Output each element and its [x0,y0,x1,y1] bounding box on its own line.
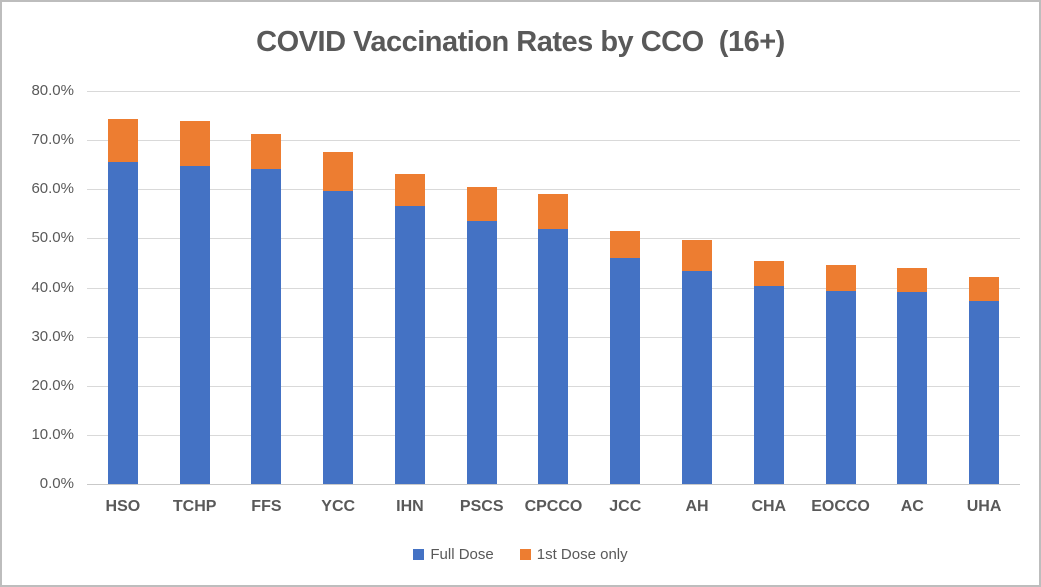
bar-segment-1st-dose-only-jcc [610,230,641,259]
bar-stack-ycc [323,152,354,484]
bar-slot-jcc [589,91,661,484]
bar-stack-hso [107,118,138,484]
x-axis-tick-label-cpcco: CPCCO [524,498,583,515]
bar-slot-ac [876,91,948,484]
bar-segment-1st-dose-only-ac [897,268,928,292]
plot-area [87,91,1020,485]
bar-segment-full-dose-uha [969,301,1000,484]
bar-segment-full-dose-ffs [251,168,282,484]
bar-stack-ac [897,268,928,484]
bar-stack-cha [753,260,784,484]
bar-stack-ihn [394,174,425,484]
legend-label: Full Dose [430,546,494,563]
bars-container [87,91,1020,484]
bar-segment-full-dose-tchp [179,166,210,484]
bar-stack-ffs [251,133,282,484]
bar-segment-full-dose-cha [753,285,784,484]
y-axis-tick-label: 0.0% [39,475,74,492]
legend: Full Dose 1st Dose only [2,546,1039,563]
bar-slot-ah [661,91,733,484]
bar-segment-1st-dose-only-ah [682,240,712,272]
y-axis-tick-label: 70.0% [31,131,74,149]
bar-segment-full-dose-hso [107,161,138,484]
bar-slot-cpcco [518,91,590,484]
bar-slot-hso [87,91,159,484]
y-axis-tick-label: 10.0% [31,425,74,443]
x-axis-tick-label-hso: HSO [105,498,141,515]
bar-slot-ffs [231,91,303,484]
bar-segment-full-dose-ihn [394,205,425,484]
y-axis-tick-label: 40.0% [31,278,74,296]
bar-segment-1st-dose-only-ihn [394,174,425,206]
bar-segment-1st-dose-only-uha [969,276,1000,302]
bar-segment-1st-dose-only-eocco [825,264,856,291]
bar-slot-cha [733,91,805,484]
bar-slot-ihn [374,91,446,484]
bar-segment-full-dose-pscs [466,221,497,484]
bar-segment-1st-dose-only-hso [107,118,138,162]
gridline-0 [87,484,1020,485]
y-axis-tick-label: 60.0% [31,180,74,198]
bar-slot-tchp [159,91,231,484]
gridline-60 [87,189,1020,191]
x-axis-tick-label-uha: UHA [966,498,1002,515]
y-axis-tick-label: 80.0% [31,82,74,99]
x-axis-tick-label-ah: AH [685,498,709,515]
bar-stack-pscs [466,186,497,484]
bar-segment-1st-dose-only-pscs [466,186,497,222]
bar-segment-1st-dose-only-cha [753,260,784,286]
bar-segment-full-dose-ah [682,271,712,484]
x-axis-tick-label-eocco: EOCCO [811,498,870,515]
x-axis: HSO TCHP FFS YCC IHN PSCS CPCCO JCC AH CHA EOCCO AC… [87,498,1020,516]
x-axis-tick-label-ffs: FFS [251,498,282,515]
bar-stack-tchp [179,121,210,484]
bar-slot-eocco [805,91,877,484]
x-axis-tick-label-ihn: IHN [396,498,424,515]
x-axis-tick-label-jcc: JCC [609,498,642,515]
legend-label: 1st Dose only [536,546,628,563]
x-axis-tick-label-ycc: YCC [321,498,356,515]
bar-segment-1st-dose-only-ffs [251,133,282,169]
chart-title: COVID Vaccination Rates by CCO (16+) [256,26,785,58]
bar-stack-cpcco [538,193,569,484]
bar-stack-jcc [610,230,641,484]
legend-swatch-icon-full-dose [413,549,425,560]
bar-segment-full-dose-cpcco [538,229,569,484]
bar-segment-1st-dose-only-tchp [179,121,210,167]
bar-slot-pscs [446,91,518,484]
legend-swatch-icon-1st-dose-only [519,549,531,560]
y-axis-tick-label: 50.0% [31,229,74,247]
bar-segment-full-dose-ac [897,291,928,484]
y-axis-tick-label: 30.0% [31,327,74,345]
x-axis-tick-label-tchp: TCHP [172,498,217,515]
bar-stack-eocco [825,264,856,484]
bar-stack-uha [969,276,1000,484]
gridline-80 [87,91,1020,92]
bar-segment-full-dose-jcc [610,258,641,484]
bar-slot-uha [948,91,1020,484]
bar-stack-ah [682,240,712,484]
bar-segment-1st-dose-only-ycc [323,152,354,191]
bar-segment-full-dose-eocco [825,290,856,484]
bar-segment-full-dose-ycc [323,190,354,484]
x-axis-tick-label-ac: AC [900,498,924,515]
legend-item-full-dose: Full Dose [413,546,494,563]
bar-slot-ycc [302,91,374,484]
x-axis-tick-label-cha: CHA [751,498,787,515]
legend-item-1st-dose-only: 1st Dose only [519,546,628,563]
bar-segment-1st-dose-only-cpcco [538,193,569,230]
gridline-70 [87,140,1020,142]
y-axis-tick-label: 20.0% [31,376,74,394]
x-axis-tick-label-pscs: PSCS [459,498,504,515]
